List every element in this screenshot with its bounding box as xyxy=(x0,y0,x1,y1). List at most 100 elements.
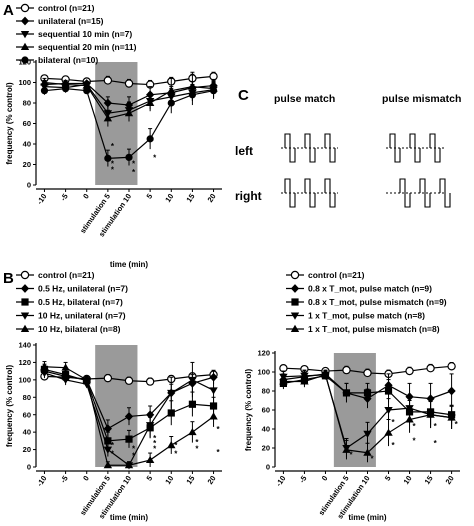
y-tick-label: 40 xyxy=(23,140,31,149)
biphasic-pulse xyxy=(284,178,296,208)
biphasic-pulse xyxy=(324,133,336,163)
x-tick-label: 0 xyxy=(81,474,91,483)
significance-star: * xyxy=(434,422,438,431)
y-tick-label: 40 xyxy=(23,428,31,437)
y-axis-label: frequency (% control) xyxy=(244,369,253,452)
legend-marker xyxy=(20,312,30,320)
legend-label: 1 x T_mot, pulse match (n=8) xyxy=(308,311,425,321)
legend-marker xyxy=(290,312,300,320)
data-point xyxy=(61,376,70,385)
data-point xyxy=(145,422,155,430)
significance-star: * xyxy=(153,153,157,162)
data-point xyxy=(447,386,456,396)
significance-star: * xyxy=(153,434,157,443)
significance-star: * xyxy=(111,160,115,169)
data-point xyxy=(342,445,351,453)
legend-panel-b-left: control (n=21) 0.5 Hz, unilateral (n=7) 0.… xyxy=(16,270,128,334)
legend-label: bilateral (n=10) xyxy=(38,55,98,65)
legend-label: 0.5 Hz, unilateral (n=7) xyxy=(38,284,128,294)
significance-star: * xyxy=(392,441,396,450)
y-tick-label: 100 xyxy=(18,375,31,384)
panel-c-schematic: pulse match pulse mismatch left right xyxy=(235,93,461,208)
significance-star: * xyxy=(434,439,438,448)
series-4 xyxy=(279,370,456,463)
data-point xyxy=(426,364,435,373)
y-tick-label: 60 xyxy=(23,119,31,128)
legend-label: sequential 20 min (n=11) xyxy=(38,42,137,52)
legend-marker xyxy=(20,284,30,293)
y-tick-label: 20 xyxy=(23,160,31,169)
data-point xyxy=(321,370,330,378)
x-axis-label: time (min) xyxy=(110,260,149,269)
data-point xyxy=(61,363,70,371)
y-axis-label: frequency (% control) xyxy=(5,82,14,165)
data-point xyxy=(124,79,134,88)
significance-star: * xyxy=(132,160,136,169)
biphasic-pulse xyxy=(324,178,336,208)
pulse-trains xyxy=(281,133,451,208)
data-point xyxy=(40,87,49,95)
data-point xyxy=(124,461,134,469)
x-tick-label: 10 xyxy=(163,474,175,486)
y-tick-label: 0 xyxy=(266,463,270,472)
x-tick-label: 5 xyxy=(383,474,393,483)
data-point xyxy=(40,78,49,86)
legend-label: 10 Hz, bilateral (n=8) xyxy=(38,324,121,334)
data-point xyxy=(167,409,175,417)
data-point xyxy=(124,376,134,385)
significance-star: * xyxy=(195,444,199,453)
x-tick-label: 5 xyxy=(145,192,155,201)
y-tick-label: 20 xyxy=(262,444,270,453)
data-point xyxy=(40,362,49,370)
x-tick-label: 20 xyxy=(206,474,218,486)
data-point xyxy=(447,362,456,371)
data-point xyxy=(103,98,112,108)
data-point xyxy=(363,448,372,456)
biphasic-pulse xyxy=(419,178,431,208)
biphasic-pulse xyxy=(439,178,451,208)
legend-marker xyxy=(20,3,30,13)
pulse-match-title: pulse match xyxy=(274,93,335,105)
stimulation-shading xyxy=(95,345,138,467)
data-point xyxy=(103,76,113,85)
data-point xyxy=(209,372,218,382)
legend-marker xyxy=(21,56,29,64)
x-tick-label: 15 xyxy=(184,474,196,486)
data-point xyxy=(363,430,372,438)
data-point xyxy=(188,91,197,99)
data-point xyxy=(167,389,176,398)
data-point xyxy=(125,435,133,443)
x-tick-label: 10 xyxy=(402,474,414,486)
left-label: left xyxy=(235,144,253,158)
data-point xyxy=(40,369,49,378)
data-point xyxy=(145,98,155,106)
legend-marker xyxy=(290,324,300,332)
data-point xyxy=(103,424,112,434)
significance-star: * xyxy=(392,418,396,427)
pulse-mismatch-title: pulse mismatch xyxy=(382,93,461,105)
right-label: right xyxy=(235,189,262,203)
biphasic-pulse xyxy=(399,178,411,208)
data-point xyxy=(61,85,70,93)
data-point xyxy=(188,376,197,385)
significance-star: * xyxy=(111,166,115,175)
significance-star: * xyxy=(111,142,115,151)
legend-marker xyxy=(20,16,30,26)
legend-label: control (n=21) xyxy=(308,270,365,280)
legend-label: 0.5 Hz, bilateral (n=7) xyxy=(38,297,123,307)
legend-marker xyxy=(20,270,30,280)
legend-marker xyxy=(20,42,30,50)
significance-star: * xyxy=(413,422,417,431)
data-point xyxy=(209,412,218,420)
legend-label: control (n=21) xyxy=(38,270,95,280)
legend-marker xyxy=(290,284,300,293)
x-tick-label: 0 xyxy=(320,474,330,483)
significance-star: * xyxy=(132,444,136,453)
y-tick-label: 20 xyxy=(23,445,31,454)
x-tick-label: 15 xyxy=(184,192,196,204)
biphasic-pulse xyxy=(304,178,316,208)
x-tick-label: -5 xyxy=(59,474,70,485)
x-tick-label: 20 xyxy=(444,474,456,486)
